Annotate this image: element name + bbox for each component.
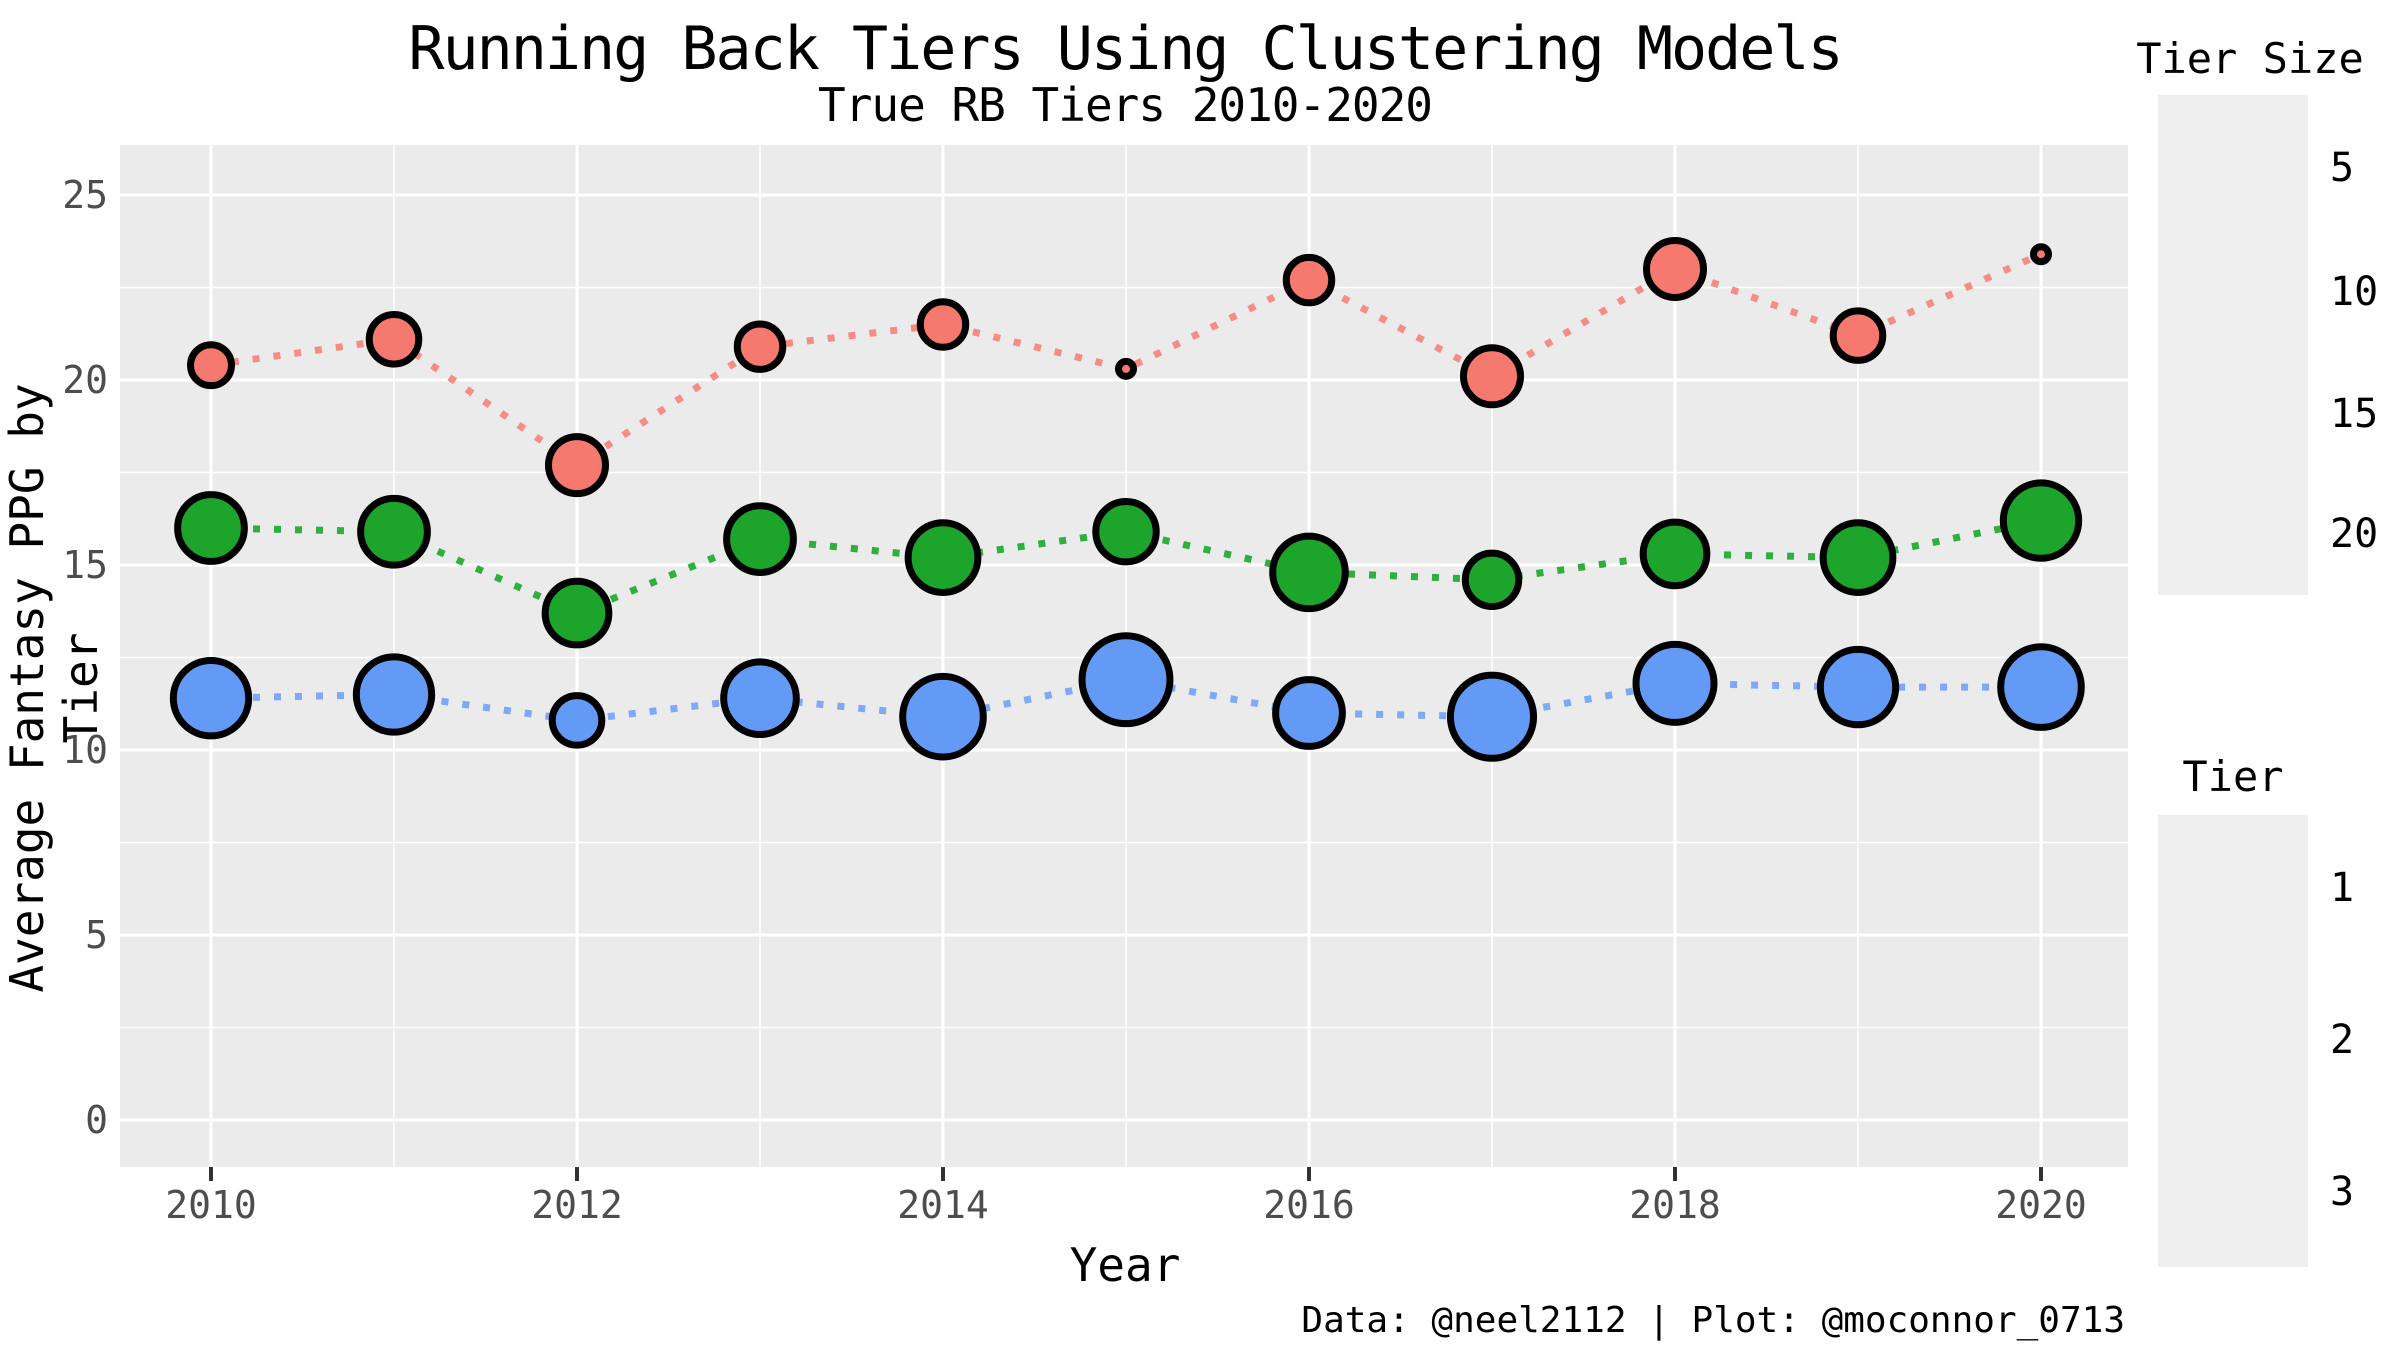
tier-1-point-2014 bbox=[916, 298, 970, 351]
tier-legend-value: 1 bbox=[2330, 865, 2355, 911]
chart-title: Running Back Tiers Using Clustering Mode… bbox=[408, 14, 1843, 84]
tier-3-point-2017 bbox=[1446, 671, 1538, 762]
tier-2-point-2018 bbox=[1639, 518, 1711, 590]
tier-2-point-2014 bbox=[904, 519, 982, 596]
tier-3-point-2014 bbox=[899, 672, 987, 761]
size-legend-key-box bbox=[2158, 95, 2308, 595]
x-axis-title: Year bbox=[1069, 1238, 1181, 1292]
tier-1-point-2013 bbox=[733, 320, 787, 373]
tier-3-point-2019 bbox=[1816, 645, 1900, 729]
tier-1-line bbox=[210, 251, 2043, 470]
tier-2-point-2010 bbox=[174, 491, 248, 565]
y-tick-label: 5 bbox=[85, 913, 108, 957]
tier-1-point-2010 bbox=[187, 341, 235, 390]
tier-2-point-2020 bbox=[1999, 479, 2083, 562]
y-tick-label: 10 bbox=[62, 728, 108, 772]
tier-1-point-2015 bbox=[1115, 357, 1137, 380]
tier-legend-value: 3 bbox=[2330, 1169, 2355, 1215]
x-tick-label: 2014 bbox=[897, 1183, 989, 1227]
size-legend-value: 20 bbox=[2330, 511, 2379, 557]
tier-1-point-2019 bbox=[1829, 307, 1887, 364]
tier-2-point-2016 bbox=[1269, 532, 1349, 613]
tier-2-point-2013 bbox=[723, 502, 797, 576]
x-tick-label: 2010 bbox=[165, 1183, 257, 1227]
tier-2-point-2017 bbox=[1461, 549, 1523, 610]
tier-1-point-2011 bbox=[365, 311, 423, 368]
y-tick-label: 25 bbox=[62, 173, 108, 217]
tier-2-point-2019 bbox=[1819, 519, 1897, 596]
size-legend-value: 15 bbox=[2330, 391, 2379, 437]
size-legend-value: 10 bbox=[2330, 269, 2379, 315]
x-tick-label: 2012 bbox=[531, 1183, 623, 1227]
x-tick-label: 2016 bbox=[1263, 1183, 1355, 1227]
y-tick-label: 20 bbox=[62, 358, 108, 402]
tier-1-point-2018 bbox=[1643, 237, 1707, 301]
tier-legend-value: 2 bbox=[2330, 1017, 2355, 1063]
y-tick-label: 0 bbox=[85, 1098, 108, 1142]
tier-1-point-2012 bbox=[545, 433, 609, 498]
y-tick-label: 15 bbox=[62, 543, 108, 587]
tier-3-line bbox=[210, 676, 2041, 724]
tier-legend-title: Tier bbox=[2182, 752, 2284, 801]
size-legend-title: Tier Size bbox=[2136, 34, 2364, 83]
tier-3-point-2012 bbox=[548, 692, 606, 749]
x-tick-label: 2018 bbox=[1629, 1183, 1721, 1227]
tier-3-point-2010 bbox=[169, 657, 253, 740]
tier-1-point-2017 bbox=[1460, 344, 1524, 409]
tier-3-point-2020 bbox=[1997, 643, 2085, 731]
tier-1-point-2020 bbox=[2030, 243, 2052, 266]
tier-3-point-2011 bbox=[352, 653, 436, 736]
tier-3-point-2016 bbox=[1272, 676, 1346, 750]
tier-2-point-2012 bbox=[541, 577, 613, 649]
size-legend-value: 5 bbox=[2330, 145, 2355, 191]
tier-2-point-2011 bbox=[357, 494, 431, 569]
tier-3-point-2018 bbox=[1632, 640, 1718, 726]
tier-1-point-2016 bbox=[1282, 253, 1336, 307]
tier-3-point-2015 bbox=[1078, 632, 1174, 728]
tier-legend-key-box bbox=[2158, 815, 2308, 1267]
x-tick-label: 2020 bbox=[1995, 1183, 2087, 1227]
tier-2-point-2015 bbox=[1092, 497, 1160, 566]
chart-subtitle: True RB Tiers 2010-2020 bbox=[818, 78, 1433, 132]
tier-3-point-2013 bbox=[720, 658, 800, 738]
caption: Data: @neel2112 | Plot: @moconnor_0713 bbox=[1301, 1300, 2125, 1341]
